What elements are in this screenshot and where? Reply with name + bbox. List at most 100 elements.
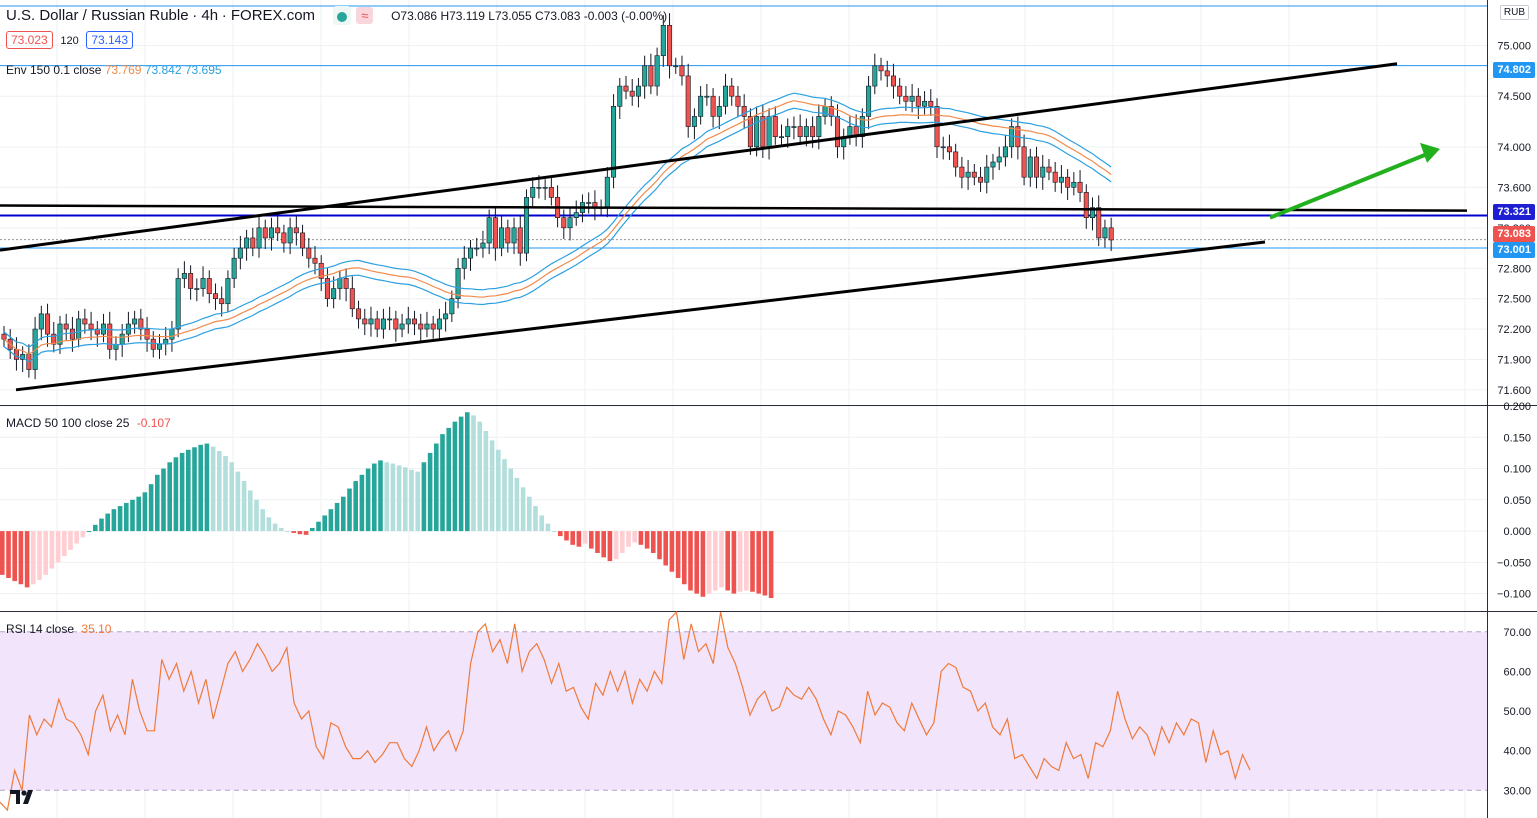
macd-bar xyxy=(18,531,24,585)
macd-bar xyxy=(0,531,5,575)
candle-body xyxy=(412,318,418,325)
tradingview-logo-icon[interactable] xyxy=(8,786,36,808)
badge-level-73321: 73.321 xyxy=(1493,204,1535,220)
envelope-lower-value: 73.695 xyxy=(184,63,222,77)
ohlc-open: O73.086 xyxy=(391,9,438,23)
candle-body xyxy=(828,106,834,117)
price-tick-label: 72.200 xyxy=(1497,324,1531,336)
macd-bar xyxy=(458,416,464,532)
candle-body xyxy=(306,247,312,259)
candle-body xyxy=(866,85,872,117)
macd-bar xyxy=(694,531,699,594)
macd-bar xyxy=(613,531,619,560)
rsi-band xyxy=(0,631,1487,791)
currency-label: RUB xyxy=(1503,7,1525,18)
macd-bar xyxy=(55,531,61,563)
macd-bar xyxy=(750,531,755,592)
macd-bar xyxy=(737,531,743,592)
candle-body xyxy=(76,318,82,340)
candle-body xyxy=(959,166,965,178)
rsi-line xyxy=(0,610,1251,812)
ohlc-close: C73.083 xyxy=(535,9,581,23)
candle-body xyxy=(915,95,921,107)
candle-body xyxy=(971,171,977,178)
candle-body xyxy=(157,343,163,350)
macd-label: MACD 50 100 close 25 xyxy=(6,416,130,430)
macd-bar xyxy=(130,499,135,532)
macd-bar xyxy=(539,515,544,532)
candle-body xyxy=(604,176,610,208)
candle-body xyxy=(443,313,449,320)
candle-body xyxy=(1096,207,1102,239)
candle-body xyxy=(132,318,138,325)
macd-bar xyxy=(148,484,154,532)
macd-tick-label: 0.050 xyxy=(1503,495,1531,507)
channel-upper-trendline xyxy=(0,62,1398,252)
macd-bar xyxy=(124,502,129,532)
rsi-tick-label: 30.00 xyxy=(1503,785,1531,797)
candle-body xyxy=(194,288,200,290)
candle-body xyxy=(225,278,231,305)
macd-bar xyxy=(173,457,179,532)
candle-body xyxy=(1002,146,1008,158)
macd-bar xyxy=(768,531,774,598)
candle-body xyxy=(778,136,784,138)
market-open-dot-icon xyxy=(336,11,347,22)
macd-bar xyxy=(564,531,569,541)
envelope-legend[interactable]: Env 150 0.1 close 73.769 73.842 73.695 xyxy=(6,63,222,77)
macd-bar xyxy=(93,524,98,532)
macd-bar xyxy=(279,527,284,532)
rsi-tick-label: 50.00 xyxy=(1503,706,1531,718)
candle-body xyxy=(872,65,878,87)
macd-bar xyxy=(43,531,48,575)
macd-bar xyxy=(37,531,42,580)
candle-body xyxy=(523,197,529,254)
macd-tick-label: −0.100 xyxy=(1497,589,1531,601)
macd-bar xyxy=(353,481,358,532)
macd-bar xyxy=(601,531,606,558)
candle-body xyxy=(505,227,511,244)
price-tick-label: 73.600 xyxy=(1497,182,1531,194)
macd-bar xyxy=(223,456,228,532)
currency-button[interactable]: RUB xyxy=(1499,5,1529,20)
candle-body xyxy=(262,227,268,239)
price-tick-label: 72.500 xyxy=(1497,294,1531,306)
rsi-tick-label: 70.00 xyxy=(1503,627,1531,639)
candle-body xyxy=(704,95,710,98)
macd-bar xyxy=(24,531,30,588)
candle-body xyxy=(984,166,990,183)
candle-body xyxy=(343,278,349,289)
candle-body xyxy=(741,106,747,117)
rsi-tick-label: 60.00 xyxy=(1503,666,1531,678)
rsi-legend[interactable]: RSI 14 close 35.10 xyxy=(6,622,111,636)
bid-price-button[interactable]: 73.023 xyxy=(6,31,53,49)
ask-price-button[interactable]: 73.143 xyxy=(86,31,134,49)
macd-bar xyxy=(155,474,160,532)
macd-bar xyxy=(421,462,427,532)
macd-bar xyxy=(496,449,501,532)
macd-tick-label: −0.050 xyxy=(1497,557,1531,569)
candle-body xyxy=(878,65,884,72)
candle-body xyxy=(897,85,903,97)
channel-lower-trendline xyxy=(15,240,1266,392)
macd-bar xyxy=(291,531,296,533)
macd-histogram xyxy=(0,412,774,598)
macd-bar xyxy=(49,531,55,569)
envelope-label: Env 150 0.1 close xyxy=(6,63,102,77)
macd-bar xyxy=(6,531,11,578)
candle-body xyxy=(685,75,691,127)
candle-body xyxy=(698,95,704,117)
candle-body xyxy=(785,126,791,137)
candle-body xyxy=(349,288,355,310)
interval-label[interactable]: 4h xyxy=(201,7,219,24)
macd-legend[interactable]: MACD 50 100 close 25 -0.107 xyxy=(6,416,171,430)
bid-ask-row: 73.023 120 73.143 xyxy=(6,31,134,49)
candle-body xyxy=(822,106,828,117)
candle-body xyxy=(996,156,1002,163)
macd-bar xyxy=(384,462,389,532)
candle-body xyxy=(735,95,741,107)
macd-bar xyxy=(204,443,210,532)
candle-body xyxy=(1034,156,1040,178)
macd-tick-label: 0.000 xyxy=(1503,526,1531,538)
